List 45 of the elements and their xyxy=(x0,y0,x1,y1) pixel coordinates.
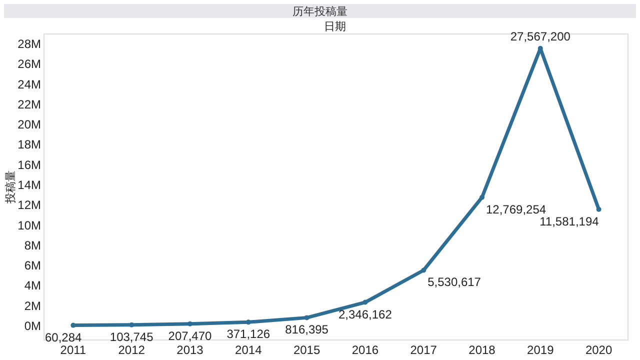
text: 371,126 xyxy=(226,327,270,342)
point xyxy=(480,194,484,200)
x-tick-label: 2012 xyxy=(118,343,146,357)
y-tick-label: 4M xyxy=(24,278,41,293)
y-tick-label: 18M xyxy=(18,138,42,152)
chart-title: 历年投稿量 xyxy=(292,5,348,18)
y-tick-label: 26M xyxy=(18,57,42,72)
y-tick-label: 24M xyxy=(18,77,42,92)
x-tick-label: 2016 xyxy=(352,343,379,357)
point xyxy=(362,300,368,305)
text: 27,567,200 xyxy=(510,29,570,44)
y-tick-label: 14M xyxy=(18,178,42,192)
x-tick-label: 2013 xyxy=(176,343,204,357)
text: 103,745 xyxy=(110,330,154,344)
text: 2,346,162 xyxy=(338,307,392,322)
y-axis-title: 投稿量 xyxy=(4,170,17,204)
x-tick-label: 2020 xyxy=(585,343,612,357)
y-tick-label: 22M xyxy=(18,97,42,112)
text: 12,769,254 xyxy=(486,202,546,216)
x-tick-label: 2018 xyxy=(468,343,496,357)
y-tick-label: 10M xyxy=(18,218,42,232)
y-tick-label: 28M xyxy=(18,37,42,52)
y-tick-label: 12M xyxy=(18,198,42,212)
y-tick-label: 0M xyxy=(24,318,41,333)
x-tick-label: 2019 xyxy=(527,343,554,357)
y-tick-label: 2M xyxy=(24,298,41,313)
point xyxy=(304,315,310,320)
x-tick-label: 2014 xyxy=(235,343,262,357)
text: 207,470 xyxy=(168,328,212,343)
y-tick-label: 8M xyxy=(24,238,41,252)
x-axis-title: 日期 xyxy=(324,21,346,33)
point xyxy=(188,321,192,326)
point xyxy=(596,206,602,212)
y-tick-label: 6M xyxy=(24,258,41,273)
y-tick-label: 20M xyxy=(18,118,42,132)
x-tick-label: 2017 xyxy=(410,343,438,357)
text: 816,395 xyxy=(285,322,328,337)
x-tick-label: 2011 xyxy=(60,343,86,357)
x-tick-label: 2015 xyxy=(293,343,320,357)
text: 5,530,617 xyxy=(428,275,481,290)
point xyxy=(421,268,426,273)
y-tick-label: 16M xyxy=(18,158,42,172)
text: 11,581,194 xyxy=(540,214,599,228)
point xyxy=(129,322,134,328)
text: 60,284 xyxy=(45,330,82,344)
